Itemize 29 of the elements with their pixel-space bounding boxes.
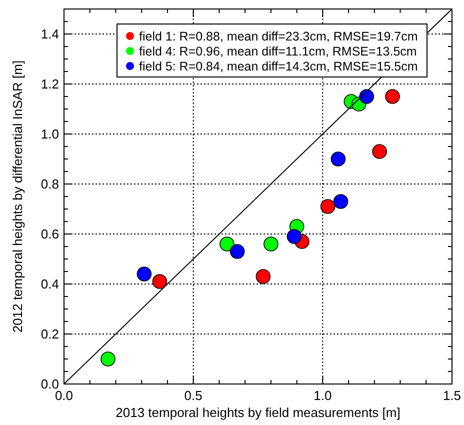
y-tick-label: 0.4 xyxy=(40,276,59,292)
x-tick-label: 0.5 xyxy=(184,388,202,403)
point xyxy=(264,236,278,252)
y-tick-label: 0.6 xyxy=(40,226,59,242)
y-tick-label: 0.8 xyxy=(40,176,59,192)
point xyxy=(136,266,152,282)
point xyxy=(333,194,348,209)
legend-label: field 1: R=0.88, mean diff=23.3cm, RMSE=19.7cm xyxy=(139,29,418,44)
point xyxy=(385,89,400,104)
point xyxy=(220,236,234,252)
legend-label: field 4: R=0.96, mean diff=11.1cm, RMSE=13.5cm xyxy=(139,44,417,58)
point xyxy=(286,229,302,244)
x-tick-label: 1.0 xyxy=(314,388,332,403)
point xyxy=(372,144,387,159)
y-tick-label: 1.4 xyxy=(40,26,59,42)
point xyxy=(100,352,116,366)
x-tick-label: 1.5 xyxy=(442,388,462,403)
point xyxy=(152,274,168,289)
y-tick-label: 1.0 xyxy=(40,126,59,142)
point xyxy=(330,152,346,166)
point xyxy=(256,269,271,284)
point xyxy=(230,244,245,259)
y-tick-label: 0.2 xyxy=(40,326,59,342)
legend-label: field 5: R=0.84, mean diff=14.3cm, RMSE=15.5cm xyxy=(139,59,418,74)
y-tick-label: 1.2 xyxy=(40,76,59,92)
point xyxy=(320,199,336,214)
x-axis-title: 2013 temporal heights by field measurements [m] xyxy=(116,405,400,420)
point xyxy=(359,89,374,104)
y-axis-title: 2012 temporal heights by differential InSAR [m] xyxy=(10,60,25,333)
